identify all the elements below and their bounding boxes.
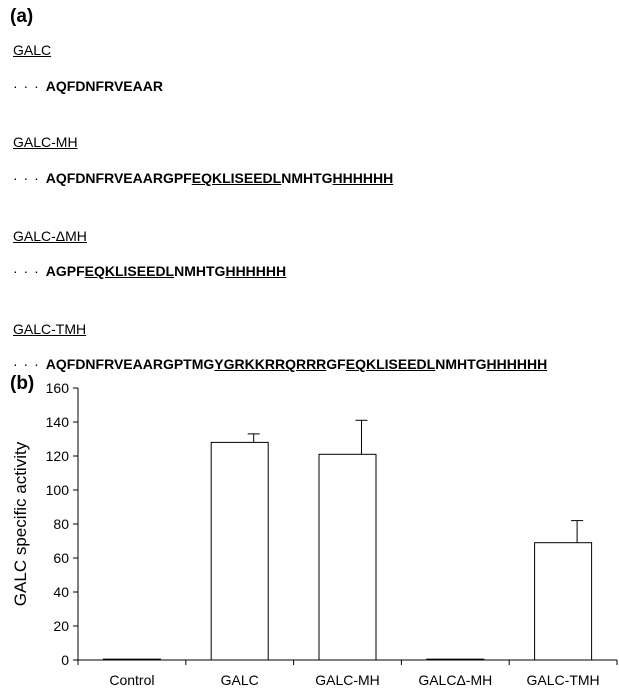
bar-4 xyxy=(426,658,485,661)
sequence-segment: NMHTG xyxy=(281,170,333,186)
sequence-segment: AGPF xyxy=(45,263,85,279)
sequence-galc: · · · AQFDNFRVEAAR xyxy=(13,78,163,94)
construct-name-galc-tmh: GALC-TMH xyxy=(13,321,87,337)
sequence-tag-underlined: EQKLISEEDL xyxy=(345,356,436,372)
sequence-galc-delta-mh: · · · AGPFEQKLISEEDLNMHTGHHHHHH xyxy=(13,263,286,279)
sequence-tag-underlined: HHHHHH xyxy=(332,170,394,186)
sequence-tag-underlined: HHHHHH xyxy=(486,356,548,372)
y-axis-label: GALC specific activity xyxy=(11,441,30,606)
sequence-segment: AQFDNFRVEAARGPF xyxy=(45,170,192,186)
panel-b-label: (b) xyxy=(10,373,35,394)
bar-1 xyxy=(102,658,161,661)
sequence-galc-tmh: · · · AQFDNFRVEAARGPTMGYGRKKRRQRRRGFEQKLI… xyxy=(13,356,547,372)
sequence-segment: NMHTG xyxy=(435,356,487,372)
sequence-tag-underlined: HHHHHH xyxy=(225,263,287,279)
construct-name-galc-delta-mh: GALC-ΔMH xyxy=(13,228,87,244)
y-tick-label: 100 xyxy=(46,482,70,498)
sequence-segment: AQFDNFRVEAARGPTMG xyxy=(45,356,215,372)
y-tick-label: 40 xyxy=(53,584,69,600)
y-tick-label: 160 xyxy=(46,380,70,396)
x-tick-label: GALC-MH xyxy=(315,672,380,688)
bar-5 xyxy=(534,542,593,661)
y-tick-label: 60 xyxy=(53,550,69,566)
x-tick-label: GALC xyxy=(221,672,259,688)
y-tick-label: 0 xyxy=(61,652,69,668)
x-tick-label: GALCΔ-MH xyxy=(418,672,492,688)
y-tick-label: 20 xyxy=(53,618,69,634)
ellipsis-prefix: · · · xyxy=(13,170,40,186)
y-tick-label: 140 xyxy=(46,414,70,430)
ellipsis-prefix: · · · xyxy=(13,263,40,279)
sequence-galc-mh: · · · AQFDNFRVEAARGPFEQKLISEEDLNMHTGHHHHH… xyxy=(13,170,393,186)
sequence-segment: NMHTG xyxy=(174,263,226,279)
panel-a-label: (a) xyxy=(10,6,34,27)
sequence-tag-underlined: EQKLISEEDL xyxy=(191,170,282,186)
bar-3 xyxy=(318,453,377,661)
construct-name-galc: GALC xyxy=(13,42,52,58)
construct-name-galc-mh: GALC-MH xyxy=(13,134,78,150)
x-tick-label: GALC-TMH xyxy=(527,672,600,688)
bar-2 xyxy=(210,441,269,661)
sequence-segment: AQFDNFRVEAAR xyxy=(45,78,163,94)
y-tick-label: 80 xyxy=(53,516,69,532)
bar-chart: 0 20 40 60 80 100 120 140 160 GALC specific activ… xyxy=(11,380,618,688)
sequence-tag-underlined: EQKLISEEDL xyxy=(84,263,175,279)
y-tick-label: 120 xyxy=(46,448,70,464)
ellipsis-prefix: · · · xyxy=(13,78,40,94)
x-tick-label: Control xyxy=(109,672,154,688)
sequence-segment: GF xyxy=(326,356,346,372)
ellipsis-prefix: · · · xyxy=(13,356,40,372)
sequence-tag-underlined: YGRKKRRQRRR xyxy=(214,356,327,372)
